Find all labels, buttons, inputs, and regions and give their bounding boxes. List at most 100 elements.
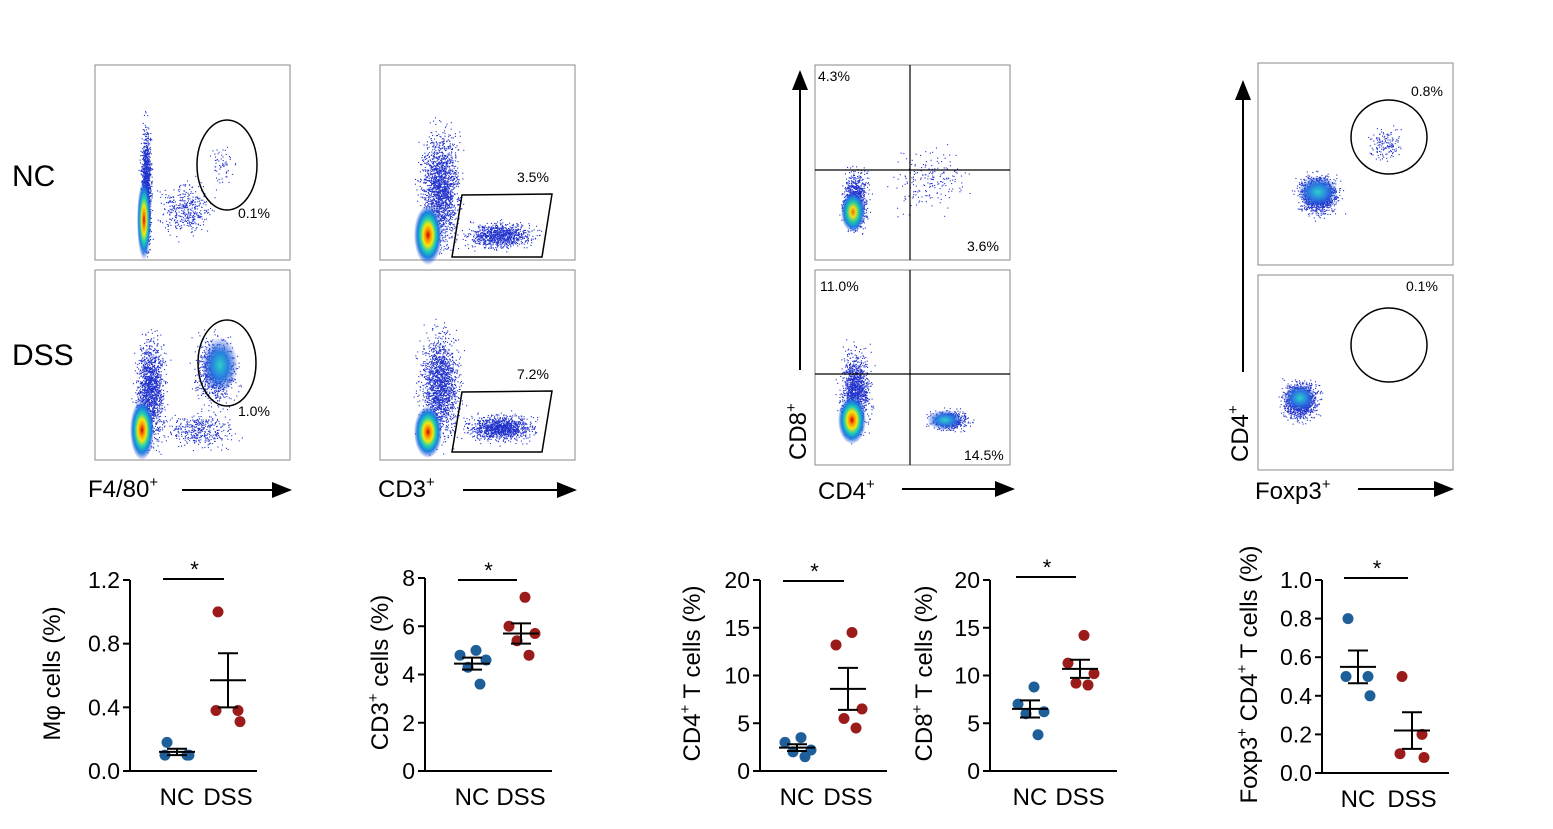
event-dot [149,361,151,363]
event-dot [205,421,207,423]
event-dot [146,175,148,177]
event-dot [147,136,149,138]
event-dot [141,174,143,176]
event-dot [210,402,212,404]
event-dot [146,383,148,385]
event-dot [189,224,191,226]
event-dot [149,402,151,404]
event-dot [189,224,191,226]
event-dot [145,168,147,170]
event-dot [194,216,196,218]
event-dot [150,133,152,135]
event-dot [141,180,143,182]
event-dot [135,392,137,394]
event-dot [202,393,204,395]
event-dot [160,346,162,348]
event-dot [178,438,180,440]
event-dot [202,421,204,423]
event-dot [160,375,162,377]
event-dot [170,359,172,361]
event-dot [219,165,221,167]
event-dot [147,387,149,389]
event-dot [200,210,202,212]
event-dot [149,170,151,172]
event-dot [147,359,149,361]
event-dot [227,448,229,450]
event-dot [197,346,199,348]
event-dot [157,439,159,441]
event-dot [158,356,160,358]
event-dot [200,432,202,434]
event-dot [193,212,195,214]
event-dot [150,381,152,383]
event-dot [146,174,148,176]
event-dot [156,386,158,388]
event-dot [148,158,150,160]
event-dot [437,170,439,172]
flow-cd3-nc-frame [379,64,576,261]
event-dot [155,398,157,400]
event-dot [197,434,199,436]
event-dot [147,400,149,402]
event-dot [164,362,166,364]
event-dot [144,150,146,152]
event-dot [175,426,177,428]
event-dot [194,230,196,232]
event-dot [143,369,145,371]
event-dot [182,196,184,198]
event-dot [148,173,150,175]
event-dot [202,221,204,223]
event-dot [199,202,201,204]
event-dot [163,422,165,424]
event-dot [157,351,159,353]
event-dot [214,434,216,436]
event-dot [203,195,205,197]
event-dot [167,228,169,230]
event-dot [146,339,148,341]
event-dot [209,155,211,157]
event-dot [158,390,160,392]
event-dot [168,224,170,226]
event-dot [148,361,150,363]
event-dot [208,212,210,214]
event-dot [194,202,196,204]
density-core [137,180,151,260]
event-dot [153,413,155,415]
event-dot [148,177,150,179]
event-dot [152,411,154,413]
event-dot [184,185,186,187]
event-dot [192,192,194,194]
event-dot [187,222,189,224]
event-dot [221,154,223,156]
event-dot [438,200,440,202]
event-dot [194,430,196,432]
event-dot [215,397,217,399]
event-dot [188,421,190,423]
event-dot [155,383,157,385]
event-dot [154,348,156,350]
event-dot [162,424,164,426]
event-dot [144,360,146,362]
event-dot [175,225,177,227]
event-dot [178,432,180,434]
event-dot [220,427,222,429]
event-dot [164,227,166,229]
event-dot [138,368,140,370]
event-dot [151,362,153,364]
event-dot [181,445,183,447]
event-dot [187,424,189,426]
event-dot [232,173,234,175]
event-dot [217,433,219,435]
event-dot [156,411,158,413]
event-dot [436,207,438,209]
event-dot [146,163,148,165]
event-dot [151,181,153,183]
event-dot [159,429,161,431]
event-dot [138,390,140,392]
event-dot [442,209,444,211]
event-dot [173,206,175,208]
event-dot [148,174,150,176]
event-dot [203,427,205,429]
event-dot [216,425,218,427]
event-dot [155,397,157,399]
